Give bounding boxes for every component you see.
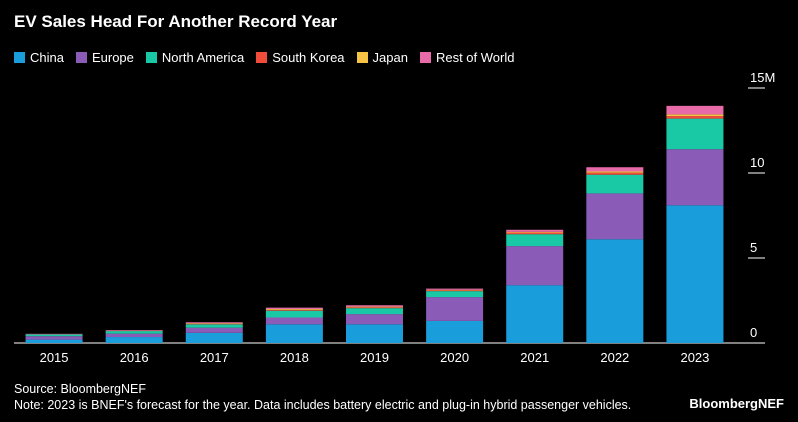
x-tick-label: 2021: [520, 350, 549, 365]
bar-north-america-2023: [666, 118, 724, 150]
legend-item-south-korea: South Korea: [256, 50, 345, 65]
bar-rest-of-world-2016: [105, 330, 163, 331]
legend-label-japan: Japan: [372, 50, 408, 65]
bar-europe-2018: [265, 317, 323, 325]
x-tick-label: 2020: [440, 350, 469, 365]
bar-south-korea-2023: [666, 116, 724, 119]
bar-japan-2020: [426, 289, 484, 291]
bar-rest-of-world-2015: [25, 333, 83, 335]
bar-north-america-2015: [25, 334, 83, 337]
legend-swatch-japan: [356, 52, 368, 63]
legend-swatch-north-america: [145, 52, 157, 63]
legend: China Europe North America South Korea J…: [14, 50, 526, 65]
bar-rest-of-world-2022: [586, 167, 644, 172]
legend-label-europe: Europe: [91, 50, 134, 65]
x-tick-label: 2018: [280, 350, 309, 365]
bar-china-2015: [25, 339, 83, 343]
bar-rest-of-world-2019: [346, 305, 403, 307]
x-tick-label: 2015: [40, 350, 69, 365]
x-tick-label: 2017: [200, 350, 229, 365]
legend-label-rest-of-world: Rest of World: [435, 50, 515, 65]
legend-swatch-europe: [75, 52, 87, 63]
bar-china-2019: [346, 324, 403, 343]
x-tick-label: 2022: [600, 350, 629, 365]
bar-japan-2022: [586, 171, 644, 173]
bar-rest-of-world-2018: [265, 307, 323, 309]
source-text: Source: BloombergNEF: [14, 382, 147, 396]
bar-north-america-2016: [105, 331, 163, 334]
bar-south-korea-2018: [265, 309, 323, 311]
bar-north-america-2019: [346, 308, 403, 315]
legend-item-china: China: [14, 50, 64, 65]
bar-china-2023: [666, 205, 724, 343]
legend-label-south-korea: South Korea: [272, 50, 345, 65]
legend-item-rest-of-world: Rest of World: [419, 50, 515, 65]
bar-north-america-2017: [185, 324, 243, 328]
y-tick-label: 15M: [750, 70, 775, 85]
bar-north-america-2022: [586, 174, 644, 194]
bar-rest-of-world-2021: [506, 229, 564, 232]
bar-europe-2016: [105, 333, 163, 338]
bar-north-america-2021: [506, 234, 564, 247]
legend-item-japan: Japan: [356, 50, 408, 65]
bar-south-korea-2022: [586, 172, 644, 175]
bar-china-2017: [185, 332, 243, 343]
bar-south-korea-2019: [346, 307, 403, 309]
bar-europe-2017: [185, 327, 243, 333]
bar-japan-2021: [506, 231, 564, 233]
y-tick-label: 0: [750, 325, 757, 340]
bar-europe-2022: [586, 193, 644, 240]
bar-rest-of-world-2023: [666, 105, 724, 115]
bar-europe-2020: [426, 297, 484, 321]
bar-europe-2021: [506, 246, 564, 286]
bar-rest-of-world-2020: [426, 288, 484, 290]
bar-south-korea-2021: [506, 232, 564, 235]
brand-logo: BloombergNEF: [689, 396, 784, 411]
bar-china-2016: [105, 337, 163, 343]
note-text: Note: 2023 is BNEF's forecast for the ye…: [14, 398, 632, 412]
bar-europe-2015: [25, 336, 83, 340]
legend-swatch-south-korea: [256, 52, 268, 63]
bar-japan-2023: [666, 114, 724, 117]
x-tick-label: 2019: [360, 350, 389, 365]
bar-japan-2019: [346, 306, 403, 308]
bar-north-america-2018: [265, 310, 323, 318]
legend-item-europe: Europe: [75, 50, 134, 65]
bar-north-america-2020: [426, 291, 484, 298]
bar-china-2021: [506, 285, 564, 343]
legend-label-china: China: [30, 50, 64, 65]
bar-japan-2017: [185, 323, 243, 324]
legend-label-north-america: North America: [161, 50, 245, 65]
bar-japan-2018: [265, 309, 323, 310]
x-tick-label: 2023: [680, 350, 709, 365]
bar-china-2018: [265, 324, 323, 343]
bar-europe-2023: [666, 149, 724, 206]
legend-swatch-china: [14, 52, 25, 63]
bar-china-2020: [426, 320, 484, 343]
bar-south-korea-2020: [426, 290, 484, 292]
x-tick-label: 2016: [120, 350, 149, 365]
y-tick-label: 10: [750, 155, 764, 170]
chart-title: EV Sales Head For Another Record Year: [14, 12, 338, 31]
bar-europe-2019: [346, 314, 403, 325]
legend-swatch-rest-of-world: [419, 52, 431, 63]
bar-china-2022: [586, 239, 644, 343]
y-tick-label: 5: [750, 240, 757, 255]
legend-item-north-america: North America: [145, 50, 245, 65]
bar-rest-of-world-2017: [185, 322, 243, 324]
